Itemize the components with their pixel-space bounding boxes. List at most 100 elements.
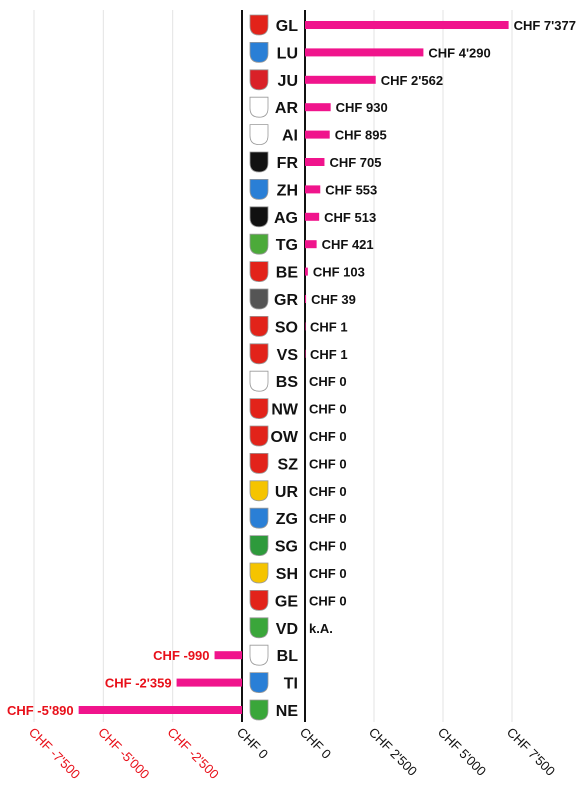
bar-positive — [305, 267, 308, 276]
canton-coat-of-arms-icon — [249, 124, 269, 146]
canton-coat-of-arms-icon — [249, 179, 269, 200]
value-label: CHF 39 — [311, 292, 356, 307]
canton-coat-of-arms-icon — [249, 480, 269, 502]
value-label: CHF 0 — [309, 402, 347, 417]
canton-coat-of-arms-icon — [249, 617, 269, 639]
canton-coat-of-arms-icon — [249, 425, 269, 447]
canton-coat-of-arms-icon — [249, 562, 269, 584]
canton-coat-of-arms-icon — [249, 535, 269, 557]
value-label: CHF 705 — [329, 155, 381, 170]
bar-negative — [78, 706, 242, 714]
value-label-negative: CHF -2'359 — [105, 676, 172, 691]
canton-coat-of-arms-icon — [249, 261, 269, 283]
value-label: CHF 0 — [309, 566, 347, 581]
canton-code-label: ZG — [276, 511, 298, 528]
canton-code-label: VS — [277, 347, 299, 364]
value-label: CHF 0 — [309, 539, 347, 554]
value-label: CHF 513 — [324, 210, 376, 225]
value-label: CHF 0 — [309, 484, 347, 499]
canton-coat-of-arms-icon — [249, 96, 269, 118]
canton-coat-of-arms-icon — [249, 69, 269, 91]
canton-coat-of-arms-icon — [249, 151, 269, 173]
canton-code-label: SO — [275, 319, 298, 336]
bar-positive — [305, 295, 307, 303]
canton-code-label: GR — [274, 292, 298, 309]
canton-code-label: GE — [275, 593, 298, 610]
canton-code-label: FR — [277, 155, 299, 172]
bar-positive — [305, 240, 317, 249]
tick-label-positive-axis: CHF 7'500 — [504, 725, 558, 779]
canton-code-label: AG — [274, 210, 298, 227]
canton-coat-of-arms-icon — [249, 370, 269, 392]
value-label: CHF 0 — [309, 456, 347, 471]
canton-code-label: NW — [271, 402, 299, 419]
value-label: CHF 421 — [322, 237, 374, 252]
bar-positive — [305, 75, 376, 84]
canton-code-label: SH — [276, 566, 298, 583]
tick-label-positive-axis: CHF 2'500 — [366, 725, 420, 779]
bar-positive — [305, 212, 320, 221]
value-label: CHF 0 — [309, 374, 347, 389]
bar-positive — [305, 21, 509, 29]
tick-label-negative-axis: CHF -7'500 — [26, 725, 83, 782]
tick-label-negative-axis: CHF 0 — [234, 725, 271, 762]
value-label: CHF 0 — [309, 429, 347, 444]
value-label: CHF 0 — [309, 511, 347, 526]
bar-positive — [305, 48, 424, 57]
canton-code-label: AI — [282, 128, 298, 145]
value-label-negative: CHF -5'890 — [7, 703, 74, 718]
canton-coat-of-arms-icon — [249, 672, 269, 694]
canton-rows: GL CHF 7'377 LU CHF 4'290 JU CHF 2'562 AR CHF 9… — [7, 14, 576, 721]
grid-lines — [33, 10, 513, 722]
bars — [78, 21, 509, 714]
canton-code-label: VD — [276, 621, 298, 638]
canton-code-label: NE — [276, 703, 299, 720]
canton-code-label: BL — [277, 648, 299, 665]
value-label: CHF 553 — [325, 182, 377, 197]
bar-positive — [305, 185, 321, 194]
canton-coat-of-arms-icon — [249, 42, 269, 63]
canton-coat-of-arms-icon — [249, 288, 269, 310]
canton-code-label: OW — [270, 429, 298, 446]
bar-positive — [305, 158, 325, 166]
value-label: CHF 1 — [310, 319, 348, 334]
canton-coat-of-arms-icon — [249, 14, 269, 36]
tick-label-positive-axis: CHF 5'000 — [435, 725, 489, 779]
canton-code-label: UR — [275, 484, 299, 501]
value-label: CHF 930 — [336, 100, 388, 115]
tick-label-negative-axis: CHF -5'000 — [95, 725, 152, 782]
canton-coat-of-arms-icon — [249, 233, 269, 255]
canton-coat-of-arms-icon — [249, 343, 269, 365]
tick-label-positive-axis: CHF 0 — [297, 725, 334, 762]
canton-code-label: ZH — [277, 182, 298, 199]
value-label: CHF 1 — [310, 347, 348, 362]
canton-coat-of-arms-icon — [249, 206, 269, 228]
bar-positive — [305, 103, 331, 112]
canton-code-label: TI — [284, 676, 298, 693]
value-label: CHF 4'290 — [428, 45, 490, 60]
canton-coat-of-arms-icon — [249, 590, 269, 611]
tick-label-negative-axis: CHF -2'500 — [165, 725, 222, 782]
canton-code-label: BE — [276, 265, 299, 282]
canton-code-label: GL — [276, 18, 298, 35]
canton-coat-of-arms-icon — [249, 699, 269, 721]
canton-code-label: JU — [278, 73, 298, 90]
canton-coat-of-arms-icon — [249, 398, 269, 420]
value-label: k.A. — [309, 621, 333, 636]
value-label: CHF 0 — [309, 593, 347, 608]
value-label: CHF 2'562 — [381, 73, 443, 88]
bar-positive — [305, 349, 306, 358]
canton-coat-of-arms-icon — [249, 453, 269, 474]
canton-code-label: BS — [276, 374, 299, 391]
canton-code-label: SZ — [278, 456, 299, 473]
bar-negative — [214, 651, 242, 660]
canton-code-label: AR — [275, 100, 299, 117]
value-label: CHF 895 — [335, 128, 387, 143]
canton-code-label: TG — [276, 237, 298, 254]
bar-positive — [305, 130, 330, 139]
value-label: CHF 103 — [313, 265, 365, 280]
canton-code-label: LU — [277, 45, 298, 62]
value-label: CHF 7'377 — [514, 18, 576, 33]
canton-coat-of-arms-icon — [249, 644, 269, 666]
